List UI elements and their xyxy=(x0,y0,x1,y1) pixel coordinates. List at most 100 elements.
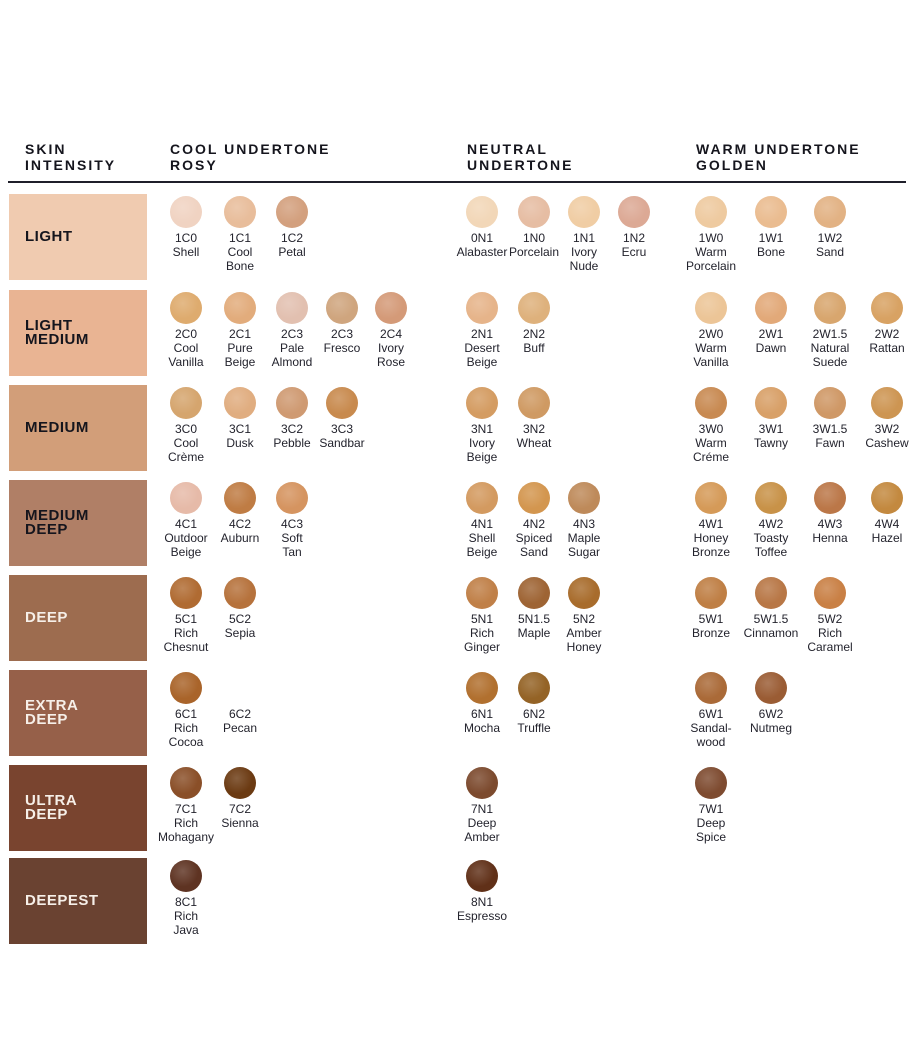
shade-color-circle xyxy=(276,387,308,419)
shade-name: Pebble xyxy=(273,436,311,450)
shade-swatch-2W2: 2W2 Rattan xyxy=(855,292,919,355)
shade-swatch-1W0: 1W0 Warm Porcelain xyxy=(679,196,743,273)
shade-swatch-6W1: 6W1 Sandal- wood xyxy=(679,672,743,749)
shade-code: 7W1 xyxy=(698,802,724,816)
shade-code: 5W1.5 xyxy=(753,612,789,626)
shade-code: 1N0 xyxy=(522,231,545,245)
shade-code: 3W0 xyxy=(698,422,724,436)
shade-swatch-1W2: 1W2 Sand xyxy=(798,196,862,259)
shade-name: Cinnamon xyxy=(743,626,799,640)
shade-code: 3W1.5 xyxy=(812,422,848,436)
intensity-row-light-medium: LIGHT MEDIUM xyxy=(9,290,147,376)
shade-code: 2C3 xyxy=(330,327,353,341)
shade-code: 1N2 xyxy=(622,231,645,245)
shade-code: 6C1 xyxy=(174,707,197,721)
shade-color-circle xyxy=(695,672,727,704)
shade-swatch-3C1: 3C1 Dusk xyxy=(208,387,272,450)
shade-color-circle xyxy=(466,292,498,324)
shade-code: 5N1.5 xyxy=(517,612,551,626)
shade-name: Sandbar xyxy=(319,436,365,450)
shade-color-circle xyxy=(224,292,256,324)
shade-name: Bone xyxy=(756,245,786,259)
shade-name: Tawny xyxy=(753,436,788,450)
shade-name: Sandal- wood xyxy=(690,721,732,749)
shade-name: Rich Ginger xyxy=(463,626,501,654)
shade-code: 7N1 xyxy=(470,802,493,816)
shade-code: 4N1 xyxy=(470,517,493,531)
shade-swatch-8N1: 8N1 Espresso xyxy=(450,860,514,923)
shade-code: 6W2 xyxy=(758,707,784,721)
intensity-row-light: LIGHT xyxy=(9,194,147,280)
shade-color-circle xyxy=(871,387,903,419)
shade-name: Bronze xyxy=(691,626,731,640)
shade-code: 3C0 xyxy=(174,422,197,436)
shade-swatch-5C2: 5C2 Sepia xyxy=(208,577,272,640)
shade-code: 2W0 xyxy=(698,327,724,341)
shade-color-circle xyxy=(518,196,550,228)
shade-color-circle xyxy=(518,292,550,324)
shade-color-circle xyxy=(814,387,846,419)
shade-color-circle xyxy=(755,387,787,419)
shade-code: 1C0 xyxy=(174,231,197,245)
shade-code: 3C2 xyxy=(280,422,303,436)
shade-name: Warm Vanilla xyxy=(693,341,729,369)
shade-name: Ivory Rose xyxy=(376,341,405,369)
shade-color-circle xyxy=(224,577,256,609)
shade-name: Pure Beige xyxy=(224,341,256,369)
shade-swatch-1C0: 1C0 Shell xyxy=(154,196,218,259)
intensity-label: ULTRA DEEP xyxy=(25,792,78,823)
shade-swatch-4W2: 4W2 Toasty Toffee xyxy=(739,482,803,559)
shade-code: 1W1 xyxy=(758,231,784,245)
shade-color-circle xyxy=(695,577,727,609)
shade-name: Ivory Beige xyxy=(466,436,498,464)
shade-name: Deep Amber xyxy=(464,816,500,844)
shade-color-circle xyxy=(224,387,256,419)
shade-name: Soft Tan xyxy=(281,531,303,559)
shade-color-circle xyxy=(466,767,498,799)
shade-swatch-4N2: 4N2 Spiced Sand xyxy=(502,482,566,559)
shade-color-circle xyxy=(466,577,498,609)
shade-name: Fawn xyxy=(815,436,845,450)
shade-color-circle xyxy=(276,292,308,324)
shade-code: 5C2 xyxy=(228,612,251,626)
shade-name: Sepia xyxy=(224,626,256,640)
shade-name: Natural Suede xyxy=(810,341,850,369)
shade-name: Dusk xyxy=(226,436,254,450)
shade-code: 5W2 xyxy=(817,612,843,626)
shade-code: 6N2 xyxy=(522,707,545,721)
shade-name: Deep Spice xyxy=(695,816,727,844)
shade-color-circle xyxy=(814,577,846,609)
shade-name: Petal xyxy=(278,245,306,259)
shade-name: Alabaster xyxy=(456,245,508,259)
shade-name: Outdoor Beige xyxy=(164,531,208,559)
shade-color-circle xyxy=(695,387,727,419)
shade-swatch-7C1: 7C1 Rich Mohagany xyxy=(154,767,218,844)
shade-color-circle xyxy=(518,672,550,704)
shade-color-circle xyxy=(224,196,256,228)
shade-code: 3W1 xyxy=(758,422,784,436)
shade-swatch-4W1: 4W1 Honey Bronze xyxy=(679,482,743,559)
shade-swatch-1N1: 1N1 Ivory Nude xyxy=(552,196,616,273)
shade-swatch-3W2: 3W2 Cashew xyxy=(855,387,919,450)
shade-name: Desert Beige xyxy=(464,341,500,369)
shade-code: 2C3 xyxy=(280,327,303,341)
shade-code: 2C4 xyxy=(379,327,402,341)
shade-color-circle xyxy=(466,482,498,514)
shade-name: Wheat xyxy=(516,436,552,450)
header-cool-undertone: COOL UNDERTONE ROSY xyxy=(170,141,331,173)
shade-color-circle xyxy=(695,196,727,228)
intensity-label: LIGHT xyxy=(25,228,73,245)
shade-color-circle xyxy=(814,196,846,228)
shade-swatch-3C0: 3C0 Cool Crème xyxy=(154,387,218,464)
shade-color-circle xyxy=(170,672,202,704)
header-warm-undertone: WARM UNDERTONE GOLDEN xyxy=(696,141,861,173)
shade-name: Auburn xyxy=(220,531,260,545)
shade-swatch-6W2: 6W2 Nutmeg xyxy=(739,672,803,735)
intensity-row-extra-deep: EXTRA DEEP xyxy=(9,670,147,756)
shade-color-circle xyxy=(170,860,202,892)
intensity-label: DEEP xyxy=(25,609,68,626)
shade-name: Porcelain xyxy=(508,245,560,259)
shade-code: 1N1 xyxy=(572,231,595,245)
shade-name: Pecan xyxy=(222,721,258,735)
shade-name: Fresco xyxy=(323,341,361,355)
